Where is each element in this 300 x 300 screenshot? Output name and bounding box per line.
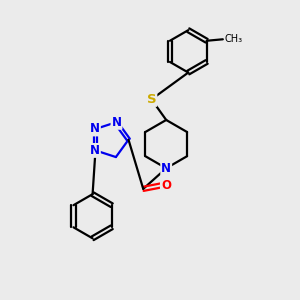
Text: N: N xyxy=(112,116,122,129)
Text: CH₃: CH₃ xyxy=(225,34,243,44)
Text: O: O xyxy=(161,179,171,192)
Text: N: N xyxy=(90,122,100,136)
Text: N: N xyxy=(161,162,171,175)
Text: N: N xyxy=(90,144,100,157)
Text: S: S xyxy=(147,93,156,106)
